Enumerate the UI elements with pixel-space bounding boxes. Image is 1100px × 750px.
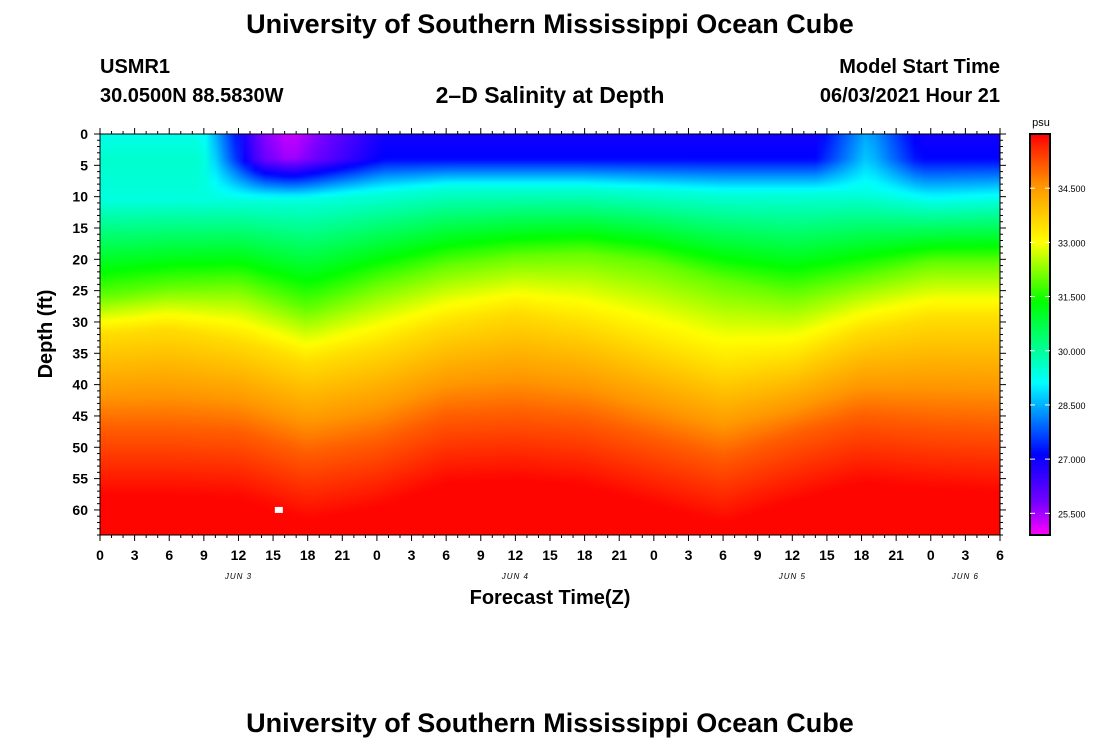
data-marker: [274, 506, 283, 513]
x-tick-label: 12: [231, 547, 247, 563]
x-tick-label: 0: [650, 547, 658, 563]
y-tick-label: 30: [72, 314, 88, 330]
colorbar-tick-label: 28.500: [1058, 401, 1086, 411]
x-tick-label: 21: [888, 547, 904, 563]
day-label: JUN 6: [951, 572, 979, 581]
x-tick-label: 15: [819, 547, 835, 563]
colorbar-ticks: 25.500 27.000 28.500 30.000 31.500 33.000 34.5…: [1030, 184, 1086, 519]
x-axis: 0 3 6 9 12 15 18 21 0 3 6 9 12 15 18 21 0 3 6 9 12 15 18 21 0 3 6: [96, 128, 1004, 563]
y-tick-label: 5: [80, 157, 88, 173]
y-tick-label: 45: [72, 408, 88, 424]
y-axis: 0 5 10 15 20 25 30 35 40 45 50 55 60: [72, 126, 1006, 536]
y-axis-label: Depth (ft): [35, 290, 57, 379]
day-labels: JUN 3 JUN 4 JUN 5 JUN 6: [224, 572, 979, 581]
x-tick-label: 6: [165, 547, 173, 563]
y-tick-label: 0: [80, 126, 88, 142]
x-tick-label: 0: [96, 547, 104, 563]
colorbar-tick-label: 34.500: [1058, 184, 1086, 194]
y-tick-label: 25: [72, 283, 88, 299]
x-tick-label: 21: [611, 547, 627, 563]
x-tick-label: 18: [854, 547, 870, 563]
colorbar-tick-label: 25.500: [1058, 509, 1086, 519]
x-tick-label: 3: [408, 547, 416, 563]
colorbar-tick-label: 31.500: [1058, 293, 1086, 303]
station-id: USMR1: [100, 56, 171, 78]
y-tick-label: 15: [72, 220, 88, 236]
y-tick-label: 50: [72, 439, 88, 455]
x-tick-label: 9: [477, 547, 485, 563]
y-tick-label: 35: [72, 345, 88, 361]
colorbar-tick-label: 33.000: [1058, 238, 1086, 248]
x-tick-label: 3: [685, 547, 693, 563]
x-tick-label: 12: [785, 547, 801, 563]
x-tick-label: 21: [335, 547, 351, 563]
salinity-heatmap: [100, 134, 1000, 535]
y-tick-label: 10: [72, 189, 88, 205]
x-tick-label: 15: [542, 547, 558, 563]
x-tick-label: 9: [200, 547, 208, 563]
x-tick-label: 12: [508, 547, 524, 563]
x-tick-label: 6: [996, 547, 1004, 563]
model-start-value: 06/03/2021 Hour 21: [819, 85, 1000, 107]
colorbar-tick-label: 27.000: [1058, 455, 1086, 465]
x-tick-label: 3: [131, 547, 139, 563]
day-label: JUN 4: [501, 572, 529, 581]
colorbar-unit: psu: [1032, 117, 1050, 129]
x-tick-label: 18: [577, 547, 593, 563]
y-tick-label: 20: [72, 251, 88, 267]
y-tick-label: 40: [72, 377, 88, 393]
chart-subtitle: 2–D Salinity at Depth: [435, 82, 665, 108]
y-tick-label: 55: [72, 471, 88, 487]
footer-title: University of Southern Mississippi Ocean…: [246, 708, 854, 738]
y-tick-label: 60: [72, 502, 88, 518]
x-tick-label: 0: [927, 547, 935, 563]
x-tick-label: 6: [719, 547, 727, 563]
model-start-label: Model Start Time: [839, 56, 1000, 78]
x-tick-label: 9: [754, 547, 762, 563]
x-tick-label: 6: [442, 547, 450, 563]
station-coordinates: 30.0500N 88.5830W: [100, 85, 284, 107]
colorbar-tick-label: 30.000: [1058, 347, 1086, 357]
x-tick-label: 0: [373, 547, 381, 563]
x-axis-label: Forecast Time(Z): [470, 587, 631, 609]
main-title: University of Southern Mississippi Ocean…: [246, 9, 854, 39]
x-tick-label: 18: [300, 547, 316, 563]
x-tick-label: 15: [265, 547, 281, 563]
x-tick-label: 3: [961, 547, 969, 563]
colorbar: [1029, 133, 1051, 536]
day-label: JUN 3: [224, 572, 252, 581]
day-label: JUN 5: [778, 572, 806, 581]
